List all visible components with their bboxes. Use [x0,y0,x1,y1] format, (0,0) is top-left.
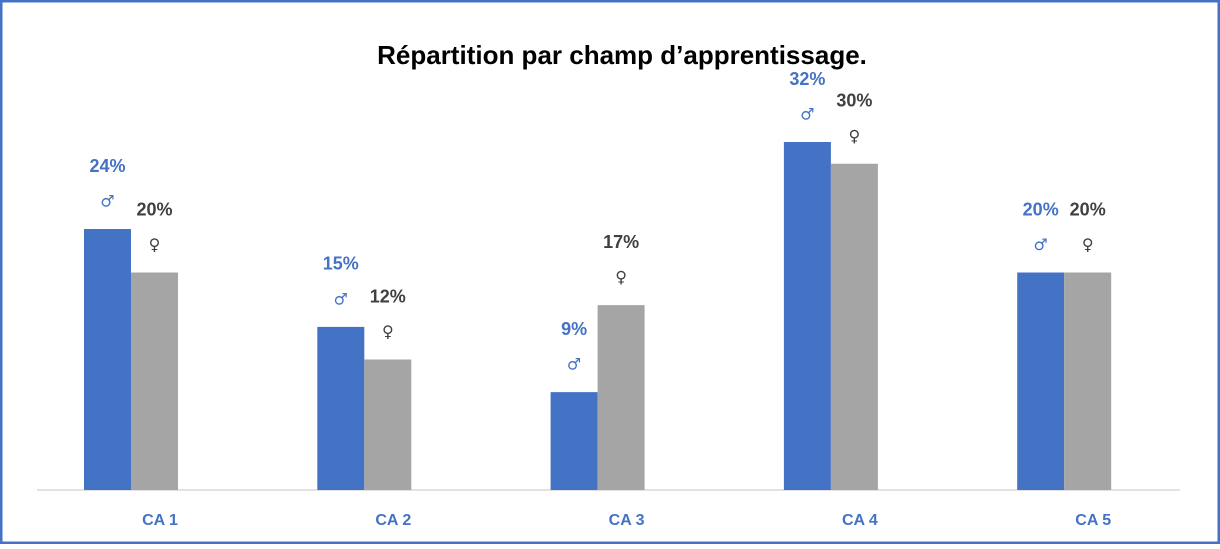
gender-symbol: ♀ [1082,235,1094,254]
data-label: 32% [789,69,825,89]
data-label: 9% [561,319,587,339]
x-tick-label: CA 4 [842,512,878,529]
gender-symbol: ♀ [382,322,394,341]
gender-symbol: ♂ [567,355,581,374]
bar [84,229,131,490]
gender-symbol: ♂ [1034,235,1048,254]
data-label: 20% [1023,199,1059,219]
bar [1064,272,1112,490]
gender-symbol: ♂ [800,105,814,124]
gender-symbol: ♀ [149,235,161,254]
chart-title: Répartition par champ d’apprentissage. [377,40,867,70]
data-label: 17% [603,232,639,252]
bar [550,392,598,490]
bar [597,305,645,490]
bar [830,163,878,490]
gender-symbol: ♂ [100,192,114,211]
bar [364,359,412,490]
gender-symbol: ♂ [334,289,348,308]
bar [1017,272,1065,490]
data-label: 20% [1070,199,1106,219]
bar [783,142,831,490]
gender-symbol: ♀ [849,126,861,145]
bar [131,272,178,490]
data-label: 15% [323,254,359,274]
gender-symbol: ♀ [615,268,627,287]
data-label: 20% [136,199,172,219]
x-tick-label: CA 5 [1075,512,1111,529]
data-label: 12% [370,286,406,306]
data-label: 24% [89,156,125,176]
x-tick-label: CA 3 [609,512,645,529]
data-label: 30% [836,91,872,111]
bar [317,326,365,490]
x-tick-label: CA 1 [142,512,178,529]
x-tick-label: CA 2 [375,512,411,529]
